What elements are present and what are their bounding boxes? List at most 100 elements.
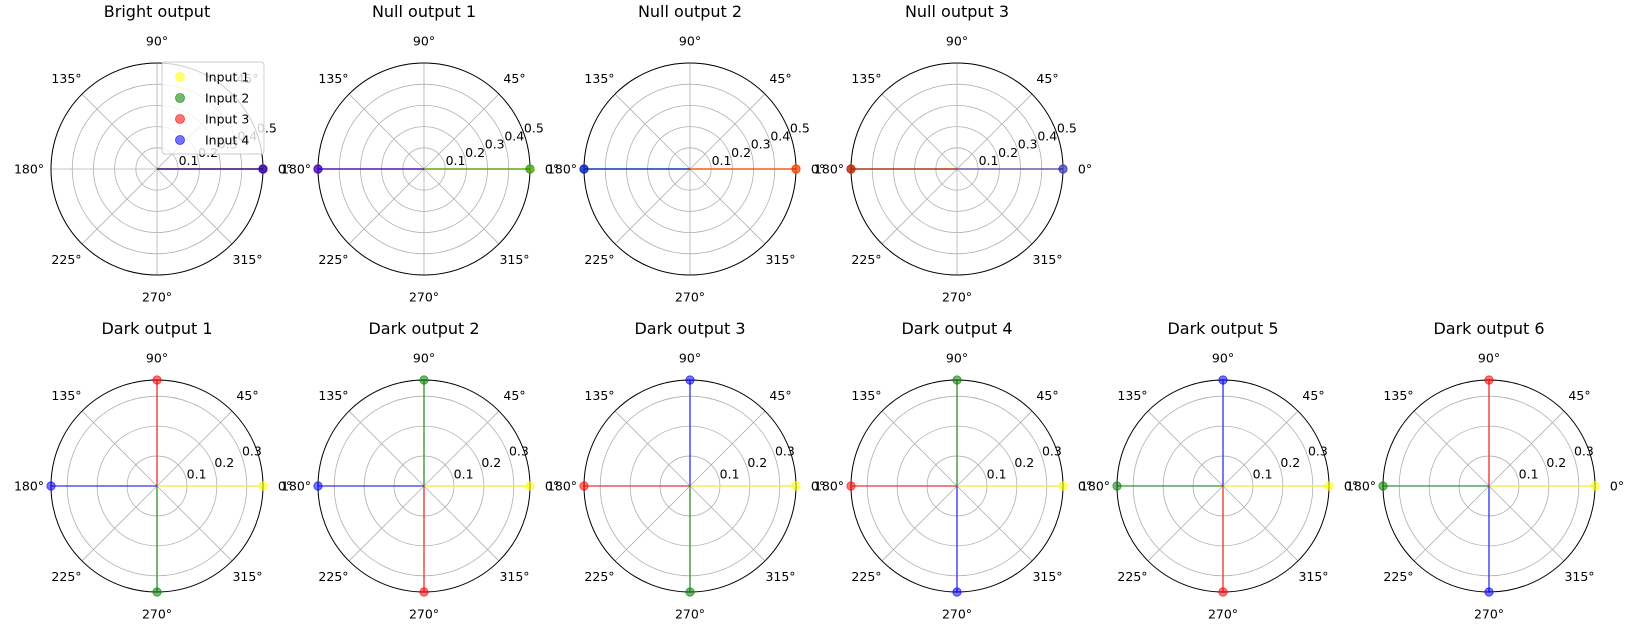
- angle-tick-label: 225°: [1383, 569, 1413, 584]
- angle-tick-label: 180°: [814, 162, 844, 177]
- radius-tick-label: 0.1: [446, 153, 466, 168]
- angle-tick-label: 135°: [51, 71, 81, 86]
- angle-tick-label: 315°: [232, 569, 262, 584]
- angle-tick-label: 180°: [281, 162, 311, 177]
- angular-gridline: [348, 168, 425, 245]
- phasor-point: [952, 587, 962, 597]
- angle-tick-label: 0°: [278, 162, 292, 177]
- angle-tick-label: 270°: [942, 607, 972, 622]
- radius-tick-label: 0.4: [504, 129, 524, 144]
- angular-gridline: [1147, 485, 1224, 562]
- angle-tick-label: 90°: [679, 351, 701, 366]
- phasor-point: [419, 587, 429, 597]
- phasor-point: [1590, 481, 1600, 491]
- polar-subplot: 0° 45° 90° 135° 180° 225° 270° 315° 0.1 0.2 0.3 Dar…: [1346, 319, 1624, 622]
- phasor-point: [579, 164, 589, 174]
- subplot-title: Null output 3: [905, 2, 1009, 21]
- angular-gridline: [423, 485, 500, 562]
- angle-tick-label: 135°: [851, 71, 881, 86]
- angle-tick-label: 45°: [1036, 71, 1058, 86]
- angle-tick-label: 90°: [946, 351, 968, 366]
- phasor-point: [1484, 375, 1494, 385]
- angle-tick-label: 0°: [1344, 479, 1358, 494]
- angle-tick-label: 270°: [675, 290, 705, 305]
- angle-tick-label: 270°: [409, 290, 439, 305]
- angular-gridline: [156, 485, 233, 562]
- angle-tick-label: 270°: [142, 607, 172, 622]
- angle-tick-label: 180°: [281, 479, 311, 494]
- angular-gridline: [348, 410, 425, 487]
- polar-subplot: 0° 45° 90° 135° 180° 225° 270° 315° 0.1 0.2 0.3 Dar…: [1080, 319, 1358, 622]
- angle-tick-label: 225°: [318, 252, 348, 267]
- angle-tick-label: 315°: [1032, 252, 1062, 267]
- angular-gridline: [81, 93, 158, 170]
- radius-tick-label: 0.3: [775, 444, 795, 459]
- angle-tick-label: 45°: [769, 71, 791, 86]
- angular-gridline: [614, 410, 691, 487]
- angle-tick-label: 0°: [811, 479, 825, 494]
- angle-tick-label: 135°: [318, 388, 348, 403]
- subplot-title: Null output 1: [372, 2, 476, 21]
- angle-tick-label: 315°: [1564, 569, 1594, 584]
- angular-gridline: [689, 168, 766, 245]
- angle-tick-label: 270°: [142, 290, 172, 305]
- radius-tick-label: 0.3: [1574, 444, 1594, 459]
- phasor-point: [1324, 481, 1334, 491]
- radius-tick-label: 0.2: [1546, 455, 1566, 470]
- legend-label: Input 4: [205, 133, 249, 148]
- polar-subplot: 0° 45° 90° 135° 180° 225° 270° 315° 0.10.20.30.4…: [281, 2, 559, 305]
- angular-gridline: [881, 93, 958, 170]
- legend-marker: [175, 93, 185, 103]
- phasor-point: [258, 481, 268, 491]
- angle-tick-label: 0°: [1078, 479, 1092, 494]
- angle-tick-label: 90°: [1212, 351, 1234, 366]
- angular-gridline: [156, 410, 233, 487]
- angle-tick-label: 90°: [679, 34, 701, 49]
- radius-tick-label: 0.3: [1042, 444, 1062, 459]
- legend-marker: [175, 72, 185, 82]
- angle-tick-label: 315°: [1032, 569, 1062, 584]
- phasor-point: [1378, 481, 1388, 491]
- angular-gridline: [348, 93, 425, 170]
- angle-tick-label: 45°: [1568, 388, 1590, 403]
- angle-tick-label: 90°: [1478, 351, 1500, 366]
- phasor-point: [846, 164, 856, 174]
- angle-tick-label: 135°: [51, 388, 81, 403]
- angle-tick-label: 90°: [146, 34, 168, 49]
- legend-label: Input 1: [205, 70, 249, 85]
- radius-tick-label: 0.4: [770, 129, 790, 144]
- angle-tick-label: 0°: [811, 162, 825, 177]
- angle-tick-label: 135°: [1117, 388, 1147, 403]
- angular-gridline: [689, 485, 766, 562]
- angular-gridline: [614, 168, 691, 245]
- radius-tick-label: 0.1: [179, 153, 199, 168]
- angular-gridline: [81, 485, 158, 562]
- angular-gridline: [81, 168, 158, 245]
- angle-tick-label: 180°: [547, 479, 577, 494]
- radius-tick-label: 0.2: [1014, 455, 1034, 470]
- angle-tick-label: 315°: [499, 569, 529, 584]
- phasor-point: [791, 481, 801, 491]
- radius-tick-label: 0.4: [1037, 129, 1057, 144]
- angle-tick-label: 135°: [851, 388, 881, 403]
- angular-gridline: [1413, 485, 1490, 562]
- subplot-title: Dark output 3: [634, 319, 745, 338]
- radius-tick-label: 0.3: [485, 137, 505, 152]
- subplot-title: Dark output 2: [368, 319, 479, 338]
- phasor-point: [952, 375, 962, 385]
- angular-gridline: [156, 168, 233, 245]
- angle-tick-label: 45°: [1036, 388, 1058, 403]
- angle-tick-label: 45°: [503, 71, 525, 86]
- polar-subplot: 0° 45° 90° 135° 180° 225° 270° 315° 0.10.20.30.4…: [814, 2, 1092, 305]
- angle-tick-label: 270°: [675, 607, 705, 622]
- angular-gridline: [956, 168, 1033, 245]
- angular-gridline: [1488, 410, 1565, 487]
- radius-tick-label: 0.2: [465, 145, 485, 160]
- angle-tick-label: 45°: [503, 388, 525, 403]
- angle-tick-label: 135°: [318, 71, 348, 86]
- angle-tick-label: 0°: [545, 479, 559, 494]
- angle-tick-label: 225°: [851, 252, 881, 267]
- angle-tick-label: 90°: [146, 351, 168, 366]
- subplot-title: Null output 2: [638, 2, 742, 21]
- radius-tick-label: 0.2: [214, 455, 234, 470]
